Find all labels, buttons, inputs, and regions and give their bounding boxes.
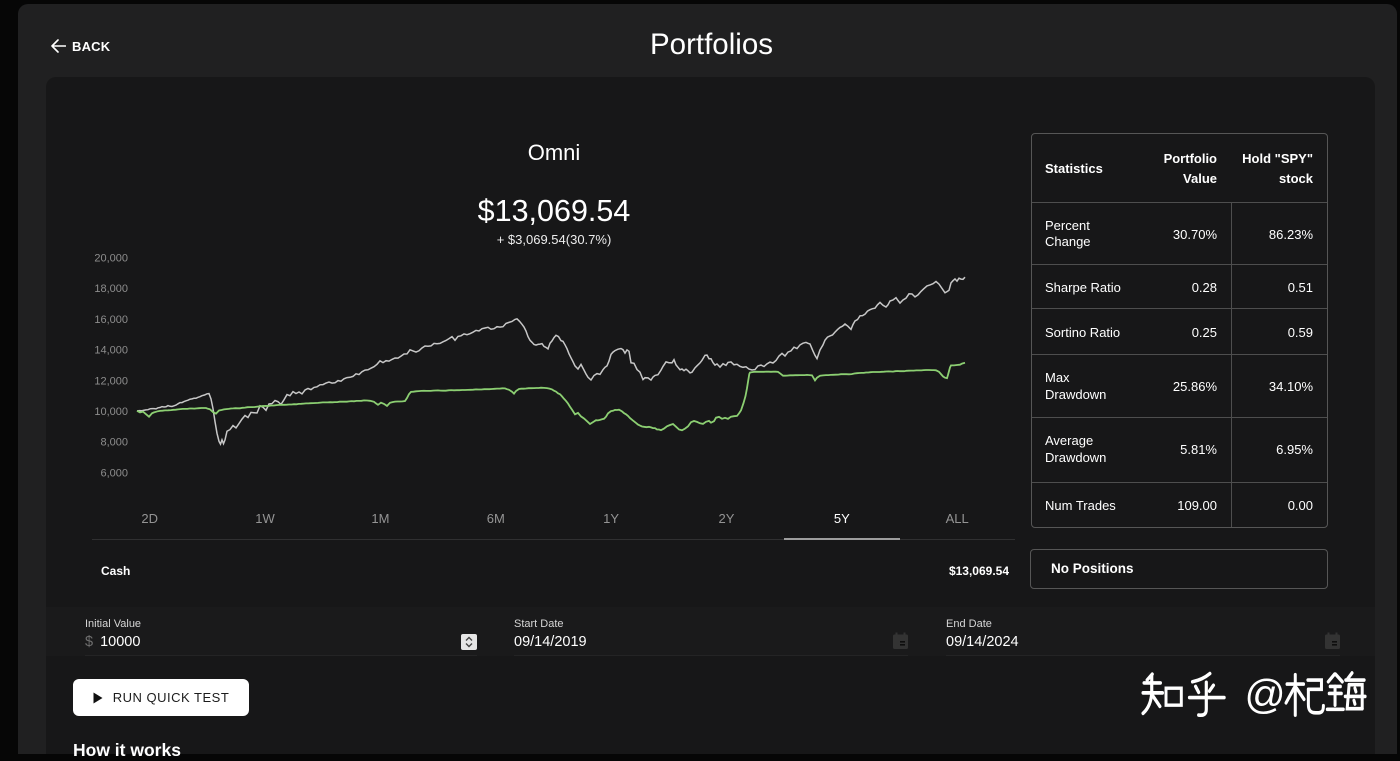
svg-text:20,000: 20,000 xyxy=(94,253,128,265)
svg-text:12,000: 12,000 xyxy=(94,375,128,387)
svg-text:18,000: 18,000 xyxy=(94,283,128,295)
svg-text:6,000: 6,000 xyxy=(100,467,128,479)
svg-text:8,000: 8,000 xyxy=(100,437,128,449)
svg-text:@: @ xyxy=(1245,671,1286,717)
svg-text:16,000: 16,000 xyxy=(94,314,128,326)
svg-text:14,000: 14,000 xyxy=(94,345,128,357)
svg-text:10,000: 10,000 xyxy=(94,406,128,418)
